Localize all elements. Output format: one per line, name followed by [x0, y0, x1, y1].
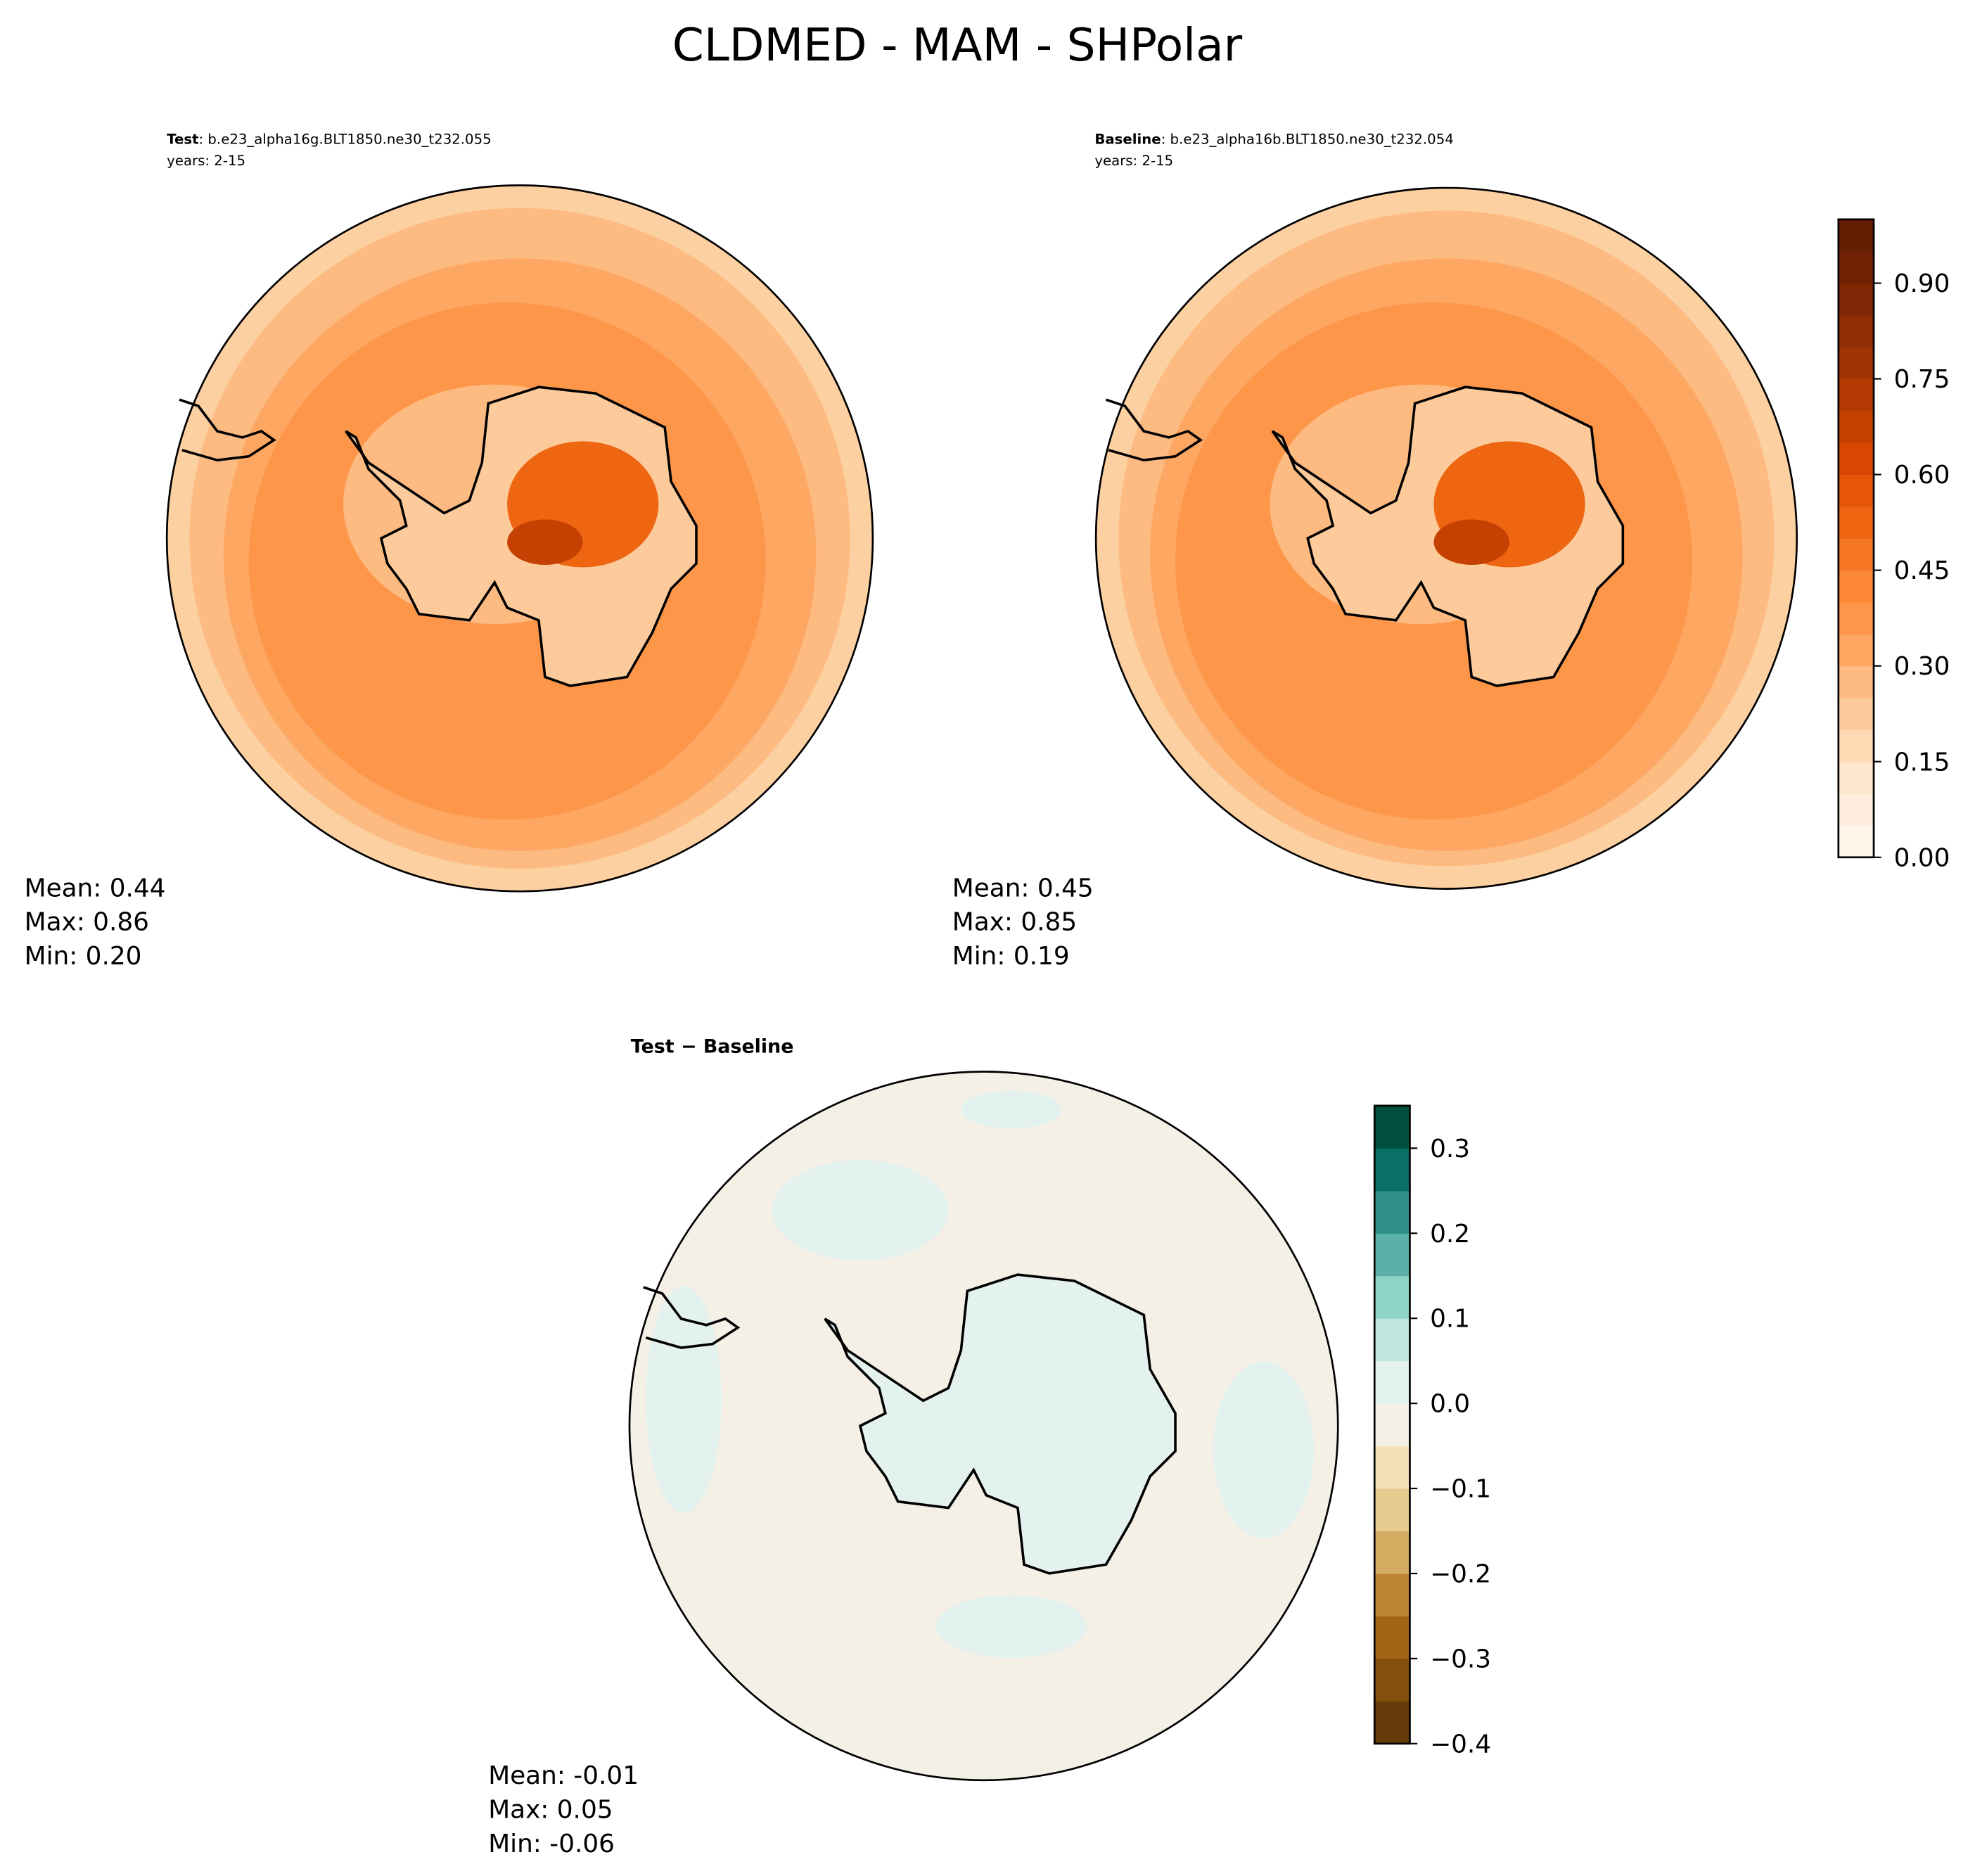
tick-label: 0.3 [1430, 1135, 1470, 1163]
color-level [1374, 1488, 1410, 1532]
colorbar-frame [1373, 1104, 1411, 1745]
tick-label: −0.4 [1430, 1730, 1491, 1759]
map-baseline [1096, 188, 1797, 889]
stat: Min: -0.06 [488, 1830, 615, 1858]
stats: Mean: 0.44 Max: 0.86 Min: 0.20 Mean: 0.4… [25, 874, 1094, 1858]
tick-label: 0.0 [1430, 1390, 1470, 1419]
color-level [1374, 1233, 1410, 1277]
tick-label: 0.15 [1894, 748, 1950, 777]
case-name: : b.e23_alpha16b.BLT1850.ne30_t232.054 [1161, 131, 1454, 147]
color-level [1374, 1701, 1410, 1744]
color-level [1374, 1105, 1410, 1149]
color-level [1838, 474, 1874, 507]
panel-header: Baseline: b.e23_alpha16b.BLT1850.ne30_t2… [1094, 131, 1453, 147]
tick-label: 0.00 [1894, 843, 1950, 872]
tick-label: 0.2 [1430, 1220, 1470, 1249]
map-difference [629, 1071, 1338, 1780]
figure-title: CLDMED - MAM - SHPolar [672, 19, 1243, 72]
color-level [1374, 1318, 1410, 1362]
stat: Max: 0.85 [952, 908, 1077, 937]
years: years: 2-15 [1094, 153, 1173, 169]
color-level [1838, 538, 1874, 571]
stat: Mean: 0.44 [25, 874, 166, 902]
color-level [1374, 1148, 1410, 1192]
color-level [1374, 1360, 1410, 1404]
color-level [1838, 251, 1874, 284]
color-level [1838, 314, 1874, 347]
color-level [1838, 442, 1874, 476]
color-level [1838, 283, 1874, 316]
stat: Max: 0.05 [488, 1796, 613, 1825]
stat: Min: 0.19 [952, 942, 1070, 971]
color-level [1374, 1446, 1410, 1489]
map-border [165, 184, 874, 893]
colorbar-frame [1837, 218, 1875, 859]
case-name: : b.e23_alpha16g.BLT1850.ne30_t232.055 [199, 131, 492, 147]
years: years: 2-15 [167, 153, 245, 169]
tick-label: −0.1 [1430, 1475, 1491, 1504]
color-level [1838, 698, 1874, 730]
color-level [1838, 665, 1874, 698]
color-level [1838, 410, 1874, 443]
color-level [1374, 1616, 1410, 1659]
color-level [1374, 1275, 1410, 1319]
color-level [1838, 506, 1874, 539]
color-level [1374, 1403, 1410, 1447]
tick-label: 0.60 [1894, 461, 1950, 490]
panel-label: Baseline [1094, 131, 1161, 147]
stat: Min: 0.20 [25, 942, 142, 971]
color-level [1374, 1658, 1410, 1702]
color-level [1374, 1190, 1410, 1234]
stat: Mean: -0.01 [488, 1761, 639, 1790]
color-level [1838, 729, 1874, 762]
color-level [1838, 602, 1874, 634]
color-level [1838, 219, 1874, 252]
color-level [1838, 347, 1874, 380]
color-level [1838, 761, 1874, 794]
map-border [628, 1071, 1339, 1782]
panel-header: Test: b.e23_alpha16g.BLT1850.ne30_t232.0… [167, 131, 491, 147]
panel-label: Test − Baseline [631, 1036, 794, 1058]
tick-label: 0.30 [1894, 652, 1950, 681]
panel-label: Test [167, 131, 198, 147]
color-level [1838, 378, 1874, 411]
color-level [1838, 634, 1874, 667]
tick-label: 0.45 [1894, 556, 1950, 585]
tick-label: 0.90 [1894, 269, 1950, 298]
tick-label: 0.75 [1894, 365, 1950, 394]
color-level [1374, 1531, 1410, 1574]
map-test [167, 185, 873, 892]
color-level [1838, 570, 1874, 603]
map-border [1094, 186, 1798, 890]
tick-label: −0.2 [1430, 1560, 1491, 1589]
stat: Mean: 0.45 [952, 874, 1094, 902]
color-level [1374, 1573, 1410, 1616]
color-level [1838, 825, 1874, 858]
stat: Max: 0.86 [25, 908, 149, 937]
color-level [1838, 793, 1874, 826]
tick-label: −0.3 [1430, 1645, 1491, 1673]
tick-label: 0.1 [1430, 1305, 1470, 1334]
